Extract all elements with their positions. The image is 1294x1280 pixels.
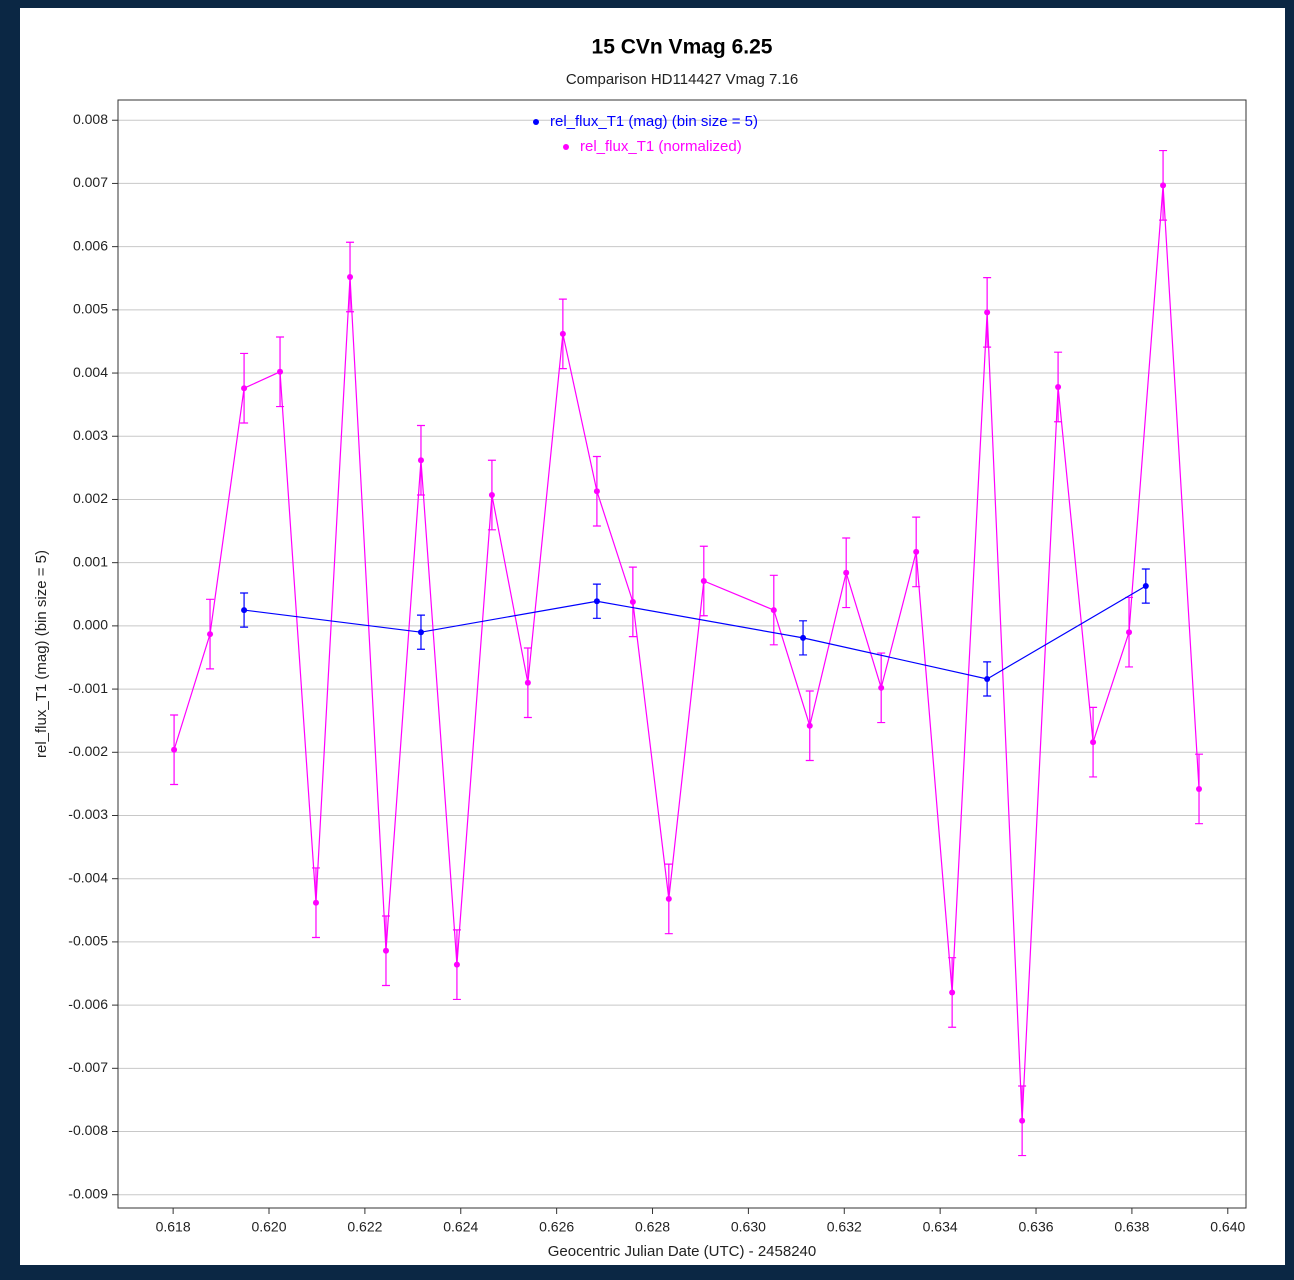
data-point — [171, 746, 178, 753]
y-tick-label: -0.001 — [68, 680, 108, 696]
data-point — [241, 385, 248, 392]
y-tick-label: 0.005 — [73, 301, 108, 317]
y-tick-label: 0.004 — [73, 364, 108, 380]
data-point — [593, 598, 600, 605]
data-point — [1160, 182, 1167, 189]
data-point — [700, 577, 707, 584]
data-point — [1142, 583, 1149, 590]
data-point — [207, 631, 214, 638]
data-point — [770, 607, 777, 614]
data-point — [800, 634, 807, 641]
x-tick-label: 0.640 — [1210, 1219, 1245, 1235]
y-tick-label: -0.008 — [68, 1122, 108, 1138]
data-point — [312, 899, 319, 906]
data-point — [665, 895, 672, 902]
x-axis-label: Geocentric Julian Date (UTC) - 2458240 — [548, 1243, 816, 1260]
data-point — [913, 548, 920, 555]
y-tick-label: 0.001 — [73, 553, 108, 569]
x-tick-label: 0.628 — [635, 1219, 670, 1235]
y-tick-label: 0.008 — [73, 111, 108, 127]
data-point — [277, 368, 284, 375]
data-point — [878, 684, 885, 691]
x-tick-label: 0.626 — [539, 1219, 574, 1235]
y-tick-label: -0.004 — [68, 869, 108, 885]
data-point — [1019, 1117, 1026, 1124]
data-point — [417, 629, 424, 636]
y-tick-label: -0.009 — [68, 1185, 108, 1201]
data-point — [806, 722, 813, 729]
data-point — [488, 492, 495, 499]
y-tick-label: -0.007 — [68, 1059, 108, 1075]
data-point — [1090, 739, 1097, 746]
legend-marker — [533, 119, 539, 125]
data-point — [524, 679, 531, 686]
y-tick-label: -0.006 — [68, 996, 108, 1012]
y-tick-label: -0.003 — [68, 806, 108, 822]
data-point — [843, 569, 850, 576]
legend-marker — [563, 144, 569, 150]
chart-title: 15 CVn Vmag 6.25 — [592, 36, 773, 59]
x-tick-label: 0.630 — [731, 1219, 766, 1235]
y-tick-label: 0.003 — [73, 427, 108, 443]
data-point — [382, 947, 389, 954]
data-point — [593, 488, 600, 495]
data-point — [1196, 785, 1203, 792]
data-point — [559, 330, 566, 337]
x-tick-label: 0.624 — [443, 1219, 478, 1235]
y-tick-label: 0.002 — [73, 490, 108, 506]
y-tick-label: -0.005 — [68, 933, 108, 949]
data-point — [241, 607, 248, 614]
data-point — [949, 989, 956, 996]
x-tick-label: 0.636 — [1019, 1219, 1054, 1235]
data-point — [453, 961, 460, 968]
x-tick-label: 0.632 — [827, 1219, 862, 1235]
y-tick-label: 0.000 — [73, 617, 108, 633]
plot-frame — [117, 99, 1247, 1209]
panel — [20, 8, 1285, 1265]
data-point — [984, 309, 991, 316]
x-tick-label: 0.638 — [1114, 1219, 1149, 1235]
data-point — [347, 273, 354, 280]
data-point — [629, 598, 636, 605]
y-axis-label: rel_flux_T1 (mag) (bin size = 5) — [33, 550, 50, 758]
data-point — [984, 675, 991, 682]
y-tick-label: -0.002 — [68, 743, 108, 759]
legend-label: rel_flux_T1 (mag) (bin size = 5) — [550, 113, 758, 130]
data-point — [417, 457, 424, 464]
y-tick-label: 0.006 — [73, 237, 108, 253]
data-point — [1055, 383, 1062, 390]
x-tick-label: 0.618 — [156, 1219, 191, 1235]
y-tick-label: 0.007 — [73, 174, 108, 190]
data-point — [1126, 629, 1133, 636]
x-tick-label: 0.620 — [251, 1219, 286, 1235]
x-tick-label: 0.634 — [923, 1219, 958, 1235]
series-line — [244, 585, 1147, 680]
chart-subtitle: Comparison HD114427 Vmag 7.16 — [566, 71, 798, 88]
legend-label: rel_flux_T1 (normalized) — [580, 138, 742, 155]
x-tick-label: 0.622 — [347, 1219, 382, 1235]
